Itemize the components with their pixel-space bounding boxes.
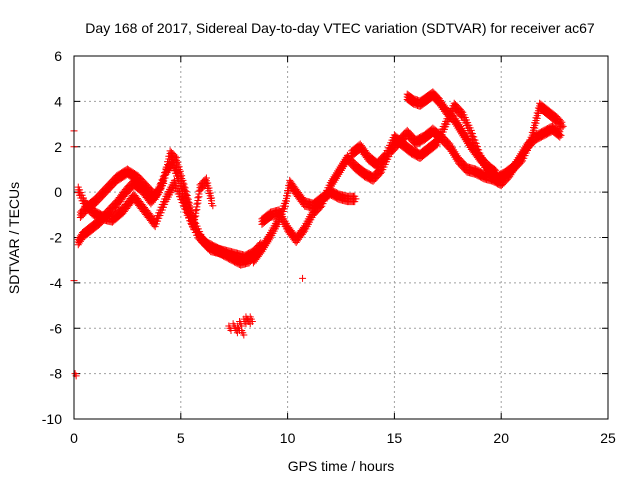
data-point-trace-c: [191, 218, 199, 226]
x-tick-label: 5: [177, 430, 185, 446]
data-point-trace-b: [161, 174, 169, 182]
data-point-trace-d: [257, 249, 265, 257]
data-point-trace-b: [162, 169, 170, 177]
data-point-trace-b: [165, 158, 173, 166]
data-point-trace-d: [284, 192, 292, 200]
data-point-trace-f: [533, 114, 541, 122]
x-tick-label: 10: [280, 430, 296, 446]
data-point-cluster-h: [238, 327, 246, 335]
x-tick-label: 20: [493, 430, 509, 446]
data-point-trace-f: [517, 158, 525, 166]
y-tick-label: -2: [50, 230, 63, 246]
data-point-trace-f: [558, 124, 566, 132]
y-tick-label: -8: [50, 366, 63, 382]
y-tick-label: 2: [54, 139, 62, 155]
data-point-trace-d: [283, 197, 291, 205]
data-point-trace-g: [492, 172, 500, 180]
data-point-trace-f: [381, 156, 389, 164]
y-tick-label: 6: [54, 48, 62, 64]
data-point-trace-b: [160, 180, 168, 188]
data-point-trace-c: [192, 212, 200, 220]
data-point-trace-b: [174, 164, 182, 172]
data-point-trace-d: [281, 202, 289, 210]
data-point-trace-f: [534, 109, 542, 117]
data-point-cluster-h: [248, 317, 256, 325]
data-point-trace-e: [317, 203, 325, 211]
data-point-cluster-h: [240, 331, 248, 339]
y-tick-labels: -10 -8 -6 -4 -2 0 2 4 6: [42, 48, 62, 427]
data-point-cluster-h: [227, 327, 235, 335]
plot-frame: [73, 55, 609, 420]
data-point-outliers: [299, 274, 307, 282]
data-point-cluster-h: [229, 320, 237, 328]
data-point-trace-d: [352, 195, 360, 203]
data-point-trace-f: [531, 124, 539, 132]
data-point-cluster-h: [225, 322, 233, 330]
y-tick-label: -10: [42, 411, 62, 427]
x-axis-label: GPS time / hours: [288, 458, 395, 474]
data-point-trace-e: [376, 169, 384, 177]
data-point-trace-b: [173, 159, 181, 167]
data-point-trace-f: [559, 122, 567, 130]
data-point-cluster-h: [246, 313, 254, 321]
data-point-trace-f: [528, 134, 536, 142]
data-points: [70, 88, 567, 380]
x-tick-label: 0: [70, 430, 78, 446]
data-point-trace-c: [195, 193, 203, 201]
data-point-trace-b: [164, 163, 172, 171]
chart-title: Day 168 of 2017, Sidereal Day-to-day VTE…: [85, 20, 595, 36]
data-point-trace-f: [527, 139, 535, 147]
data-point-trace-e: [299, 229, 307, 237]
data-point-trace-g: [493, 170, 501, 178]
x-tick-label: 25: [600, 430, 616, 446]
data-point-trace-f: [530, 129, 538, 137]
data-point-trace-c: [209, 202, 217, 210]
data-point-trace-b: [176, 173, 184, 181]
x-tick-labels: 0 5 10 15 20 25: [70, 430, 616, 446]
y-tick-label: 4: [54, 93, 62, 109]
data-point-cluster-h: [236, 317, 244, 325]
data-point-trace-c: [190, 225, 198, 233]
data-point-trace-c: [193, 206, 201, 214]
y-axis-label: SDTVAR / TECUs: [6, 182, 22, 294]
x-tick-label: 15: [387, 430, 403, 446]
data-point-trace-e: [556, 133, 564, 141]
data-point-trace-b: [175, 168, 183, 176]
data-point-trace-c: [194, 199, 202, 207]
y-tick-label: 0: [54, 184, 62, 200]
y-tick-label: -4: [50, 275, 63, 291]
data-point-trace-f: [432, 142, 440, 150]
data-point-trace-f: [532, 119, 540, 127]
y-tick-label: -6: [50, 320, 63, 336]
data-point-trace-e: [557, 131, 565, 139]
